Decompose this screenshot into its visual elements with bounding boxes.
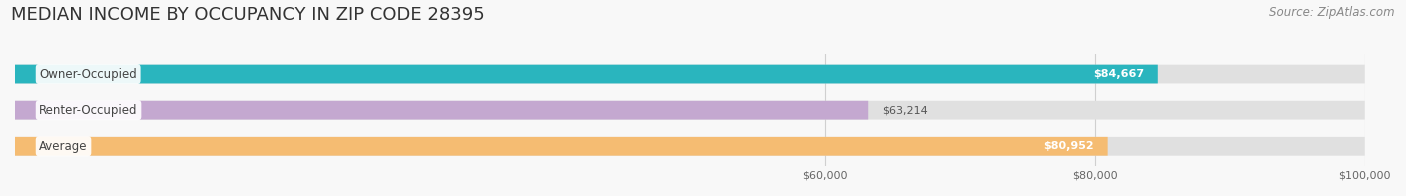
Text: $63,214: $63,214 [882, 105, 928, 115]
Text: $80,952: $80,952 [1043, 141, 1094, 151]
FancyBboxPatch shape [15, 137, 1365, 156]
Text: Owner-Occupied: Owner-Occupied [39, 68, 136, 81]
FancyBboxPatch shape [15, 101, 869, 120]
Text: Source: ZipAtlas.com: Source: ZipAtlas.com [1270, 6, 1395, 19]
FancyBboxPatch shape [15, 65, 1157, 83]
FancyBboxPatch shape [15, 137, 1108, 156]
Text: Average: Average [39, 140, 87, 153]
FancyBboxPatch shape [15, 101, 1365, 120]
Text: Renter-Occupied: Renter-Occupied [39, 104, 138, 117]
FancyBboxPatch shape [15, 65, 1365, 83]
Text: MEDIAN INCOME BY OCCUPANCY IN ZIP CODE 28395: MEDIAN INCOME BY OCCUPANCY IN ZIP CODE 2… [11, 6, 485, 24]
Text: $84,667: $84,667 [1094, 69, 1144, 79]
